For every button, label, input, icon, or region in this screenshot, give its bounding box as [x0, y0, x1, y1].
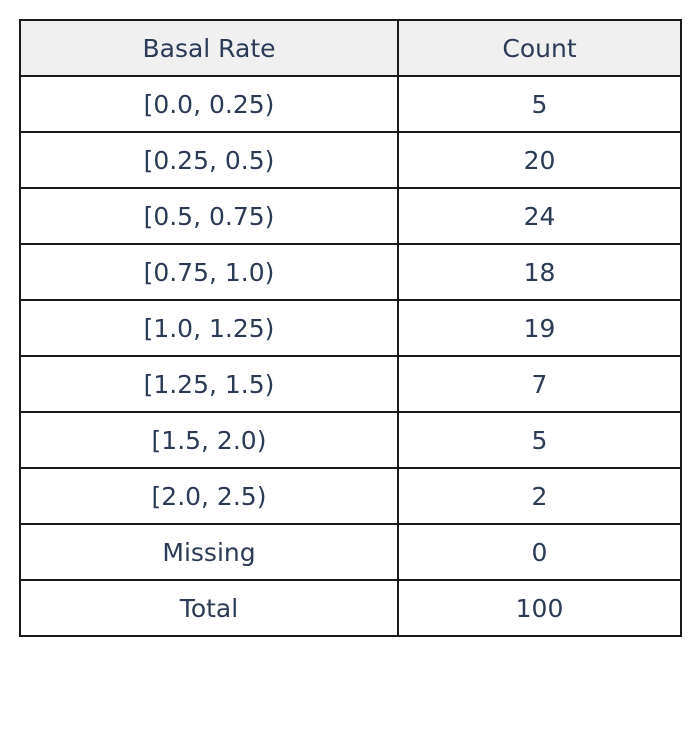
basal-rate-cell: [1.0, 1.25) [19, 299, 399, 357]
table-row: [0.0, 0.25) 5 [19, 75, 682, 133]
table-row: [2.0, 2.5) 2 [19, 467, 682, 525]
count-cell: 2 [397, 467, 682, 525]
table-row: [1.0, 1.25) 19 [19, 299, 682, 357]
count-cell: 5 [397, 75, 682, 133]
basal-rate-cell: [1.25, 1.5) [19, 355, 399, 413]
count-cell: 20 [397, 131, 682, 189]
basal-rate-cell: Missing [19, 523, 399, 581]
table-header: Basal Rate Count [19, 19, 682, 77]
count-cell: 100 [397, 579, 682, 637]
table-row: [1.5, 2.0) 5 [19, 411, 682, 469]
count-cell: 0 [397, 523, 682, 581]
basal-rate-cell: [0.25, 0.5) [19, 131, 399, 189]
table-row-total: Total 100 [19, 579, 682, 637]
table-row: [0.25, 0.5) 20 [19, 131, 682, 189]
column-header-basal-rate: Basal Rate [19, 19, 399, 77]
basal-rate-cell: [1.5, 2.0) [19, 411, 399, 469]
count-cell: 18 [397, 243, 682, 301]
count-cell: 5 [397, 411, 682, 469]
basal-rate-cell: [2.0, 2.5) [19, 467, 399, 525]
basal-rate-table: Basal Rate Count [0.0, 0.25) 5 [0.25, 0.… [19, 19, 682, 637]
table-body: [0.0, 0.25) 5 [0.25, 0.5) 20 [0.5, 0.75)… [19, 75, 682, 637]
basal-rate-cell: Total [19, 579, 399, 637]
table-row-missing: Missing 0 [19, 523, 682, 581]
count-cell: 19 [397, 299, 682, 357]
basal-rate-cell: [0.5, 0.75) [19, 187, 399, 245]
basal-rate-cell: [0.0, 0.25) [19, 75, 399, 133]
header-row: Basal Rate Count [19, 19, 682, 77]
table-row: [0.5, 0.75) 24 [19, 187, 682, 245]
table-row: [1.25, 1.5) 7 [19, 355, 682, 413]
count-cell: 24 [397, 187, 682, 245]
column-header-count: Count [397, 19, 682, 77]
table-row: [0.75, 1.0) 18 [19, 243, 682, 301]
basal-rate-cell: [0.75, 1.0) [19, 243, 399, 301]
count-cell: 7 [397, 355, 682, 413]
